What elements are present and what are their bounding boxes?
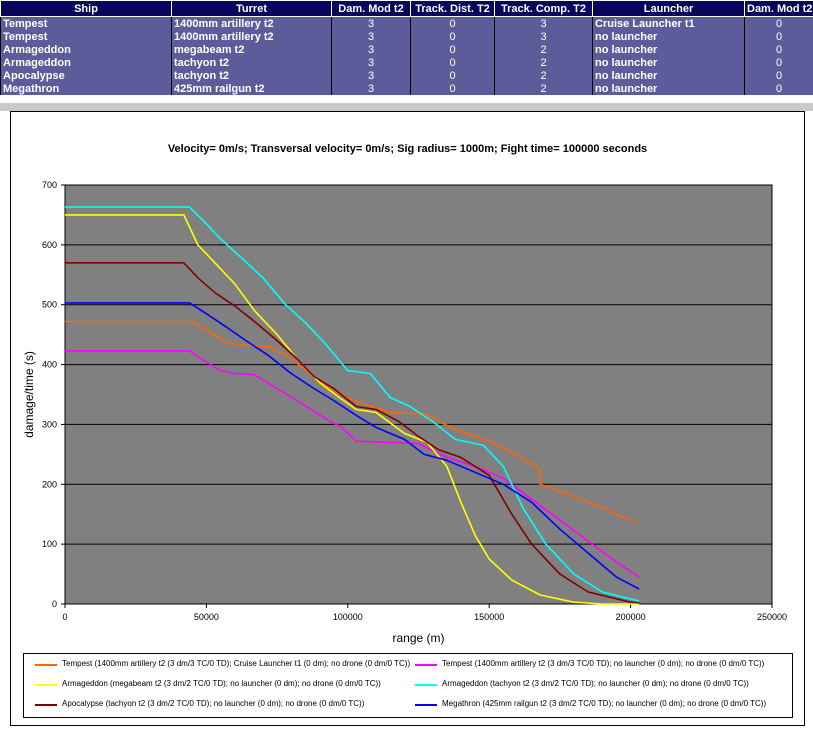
legend-swatch (415, 684, 437, 686)
ship-config-table: Ship Turret Dam. Mod t2 Track. Dist. T2 … (0, 0, 813, 95)
cell-ship: Megathron (0, 82, 172, 95)
series-line-5 (65, 302, 640, 590)
line-chart-plot: 0 100 200 300 400 500 600 700 0 50000 100000 150000… (22, 180, 787, 645)
cell-launcher-dam-mod: 0 (744, 69, 813, 82)
cell-track-dist: 0 (410, 43, 495, 56)
y-tick-label: 300 (42, 419, 57, 429)
cell-ship: Tempest (0, 16, 172, 30)
cell-ship: Armageddon (0, 43, 172, 56)
cell-track-comp: 2 (494, 69, 593, 82)
x-tick-label: 50000 (194, 612, 219, 622)
table-row: Apocalypse tachyon t2 3 0 2 no launcher 0 (0, 69, 813, 82)
cell-launcher-dam-mod: 0 (744, 30, 813, 43)
legend-label: Tempest (1400mm artillery t2 (3 dm/3 TC/… (442, 659, 765, 668)
cell-dam-mod: 3 (331, 82, 411, 95)
y-tick-label: 0 (52, 599, 57, 609)
cell-dam-mod: 3 (331, 43, 411, 56)
cell-dam-mod: 3 (331, 30, 411, 43)
cell-ship: Tempest (0, 30, 172, 43)
chart-title: Velocity= 0m/s; Transversal velocity= 0m… (167, 143, 648, 155)
cell-turret: tachyon t2 (171, 69, 332, 82)
series-line-2 (65, 214, 640, 605)
cell-track-comp: 2 (494, 43, 593, 56)
col-header-launcher: Launcher (592, 0, 745, 17)
y-tick-label: 600 (42, 240, 57, 250)
cell-launcher-dam-mod: 0 (744, 82, 813, 95)
table-row: Armageddon tachyon t2 3 0 2 no launcher 0 (0, 56, 813, 69)
cell-turret: 1400mm artillery t2 (171, 30, 332, 43)
col-header-track-comp: Track. Comp. T2 (494, 0, 593, 17)
cell-launcher: no launcher (592, 82, 745, 95)
y-tick-label: 700 (42, 180, 57, 190)
table-header-row: Ship Turret Dam. Mod t2 Track. Dist. T2 … (0, 0, 813, 17)
x-axis-label: range (m) (392, 631, 444, 645)
legend-swatch (35, 664, 57, 666)
cell-launcher: no launcher (592, 56, 745, 69)
cell-track-dist: 0 (410, 30, 495, 43)
cell-launcher: no launcher (592, 69, 745, 82)
col-header-turret: Turret (171, 0, 332, 17)
cell-launcher-dam-mod: 0 (744, 43, 813, 56)
table-row: Tempest 1400mm artillery t2 3 0 3 Cruise Laun… (0, 16, 813, 30)
table-chart-divider (0, 103, 813, 111)
legend-label: Armageddon (megabeam t2 (3 dm/2 TC/0 TD)… (62, 679, 381, 688)
y-tick-label: 100 (42, 539, 57, 549)
cell-launcher: no launcher (592, 30, 745, 43)
cell-turret: 425mm railgun t2 (171, 82, 332, 95)
cell-launcher: no launcher (592, 43, 745, 56)
cell-track-dist: 0 (410, 16, 495, 30)
col-header-ship: Ship (0, 0, 172, 17)
cell-launcher-dam-mod: 0 (744, 16, 813, 30)
col-header-launcher-dam-mod: Dam. Mod t2 (744, 0, 813, 17)
col-header-track-dist: Track. Dist. T2 (410, 0, 495, 17)
x-tick-label: 250000 (757, 612, 787, 622)
x-tick-label: 200000 (616, 612, 646, 622)
table-row: Tempest 1400mm artillery t2 3 0 3 no launcher… (0, 30, 813, 43)
cell-ship: Apocalypse (0, 69, 172, 82)
cell-track-dist: 0 (410, 82, 495, 95)
cell-turret: 1400mm artillery t2 (171, 16, 332, 30)
legend-swatch (35, 684, 57, 686)
legend-label: Tempest (1400mm artillery t2 (3 dm/3 TC/… (62, 659, 411, 668)
series-line-0 (65, 320, 637, 524)
series-line-1 (65, 350, 640, 578)
legend-swatch (415, 704, 437, 706)
cell-launcher-dam-mod: 0 (744, 56, 813, 69)
cell-turret: megabeam t2 (171, 43, 332, 56)
plot-background (64, 184, 773, 605)
y-tick-label: 200 (42, 479, 57, 489)
legend-swatch (35, 704, 57, 706)
chart-legend: Tempest (1400mm artillery t2 (3 dm/3 TC/… (23, 653, 793, 718)
cell-launcher: Cruise Launcher t1 (592, 16, 745, 30)
series-line-3 (65, 206, 640, 602)
cell-track-comp: 2 (494, 82, 593, 95)
col-header-dam-mod: Dam. Mod t2 (331, 0, 411, 17)
legend-label: Armageddon (tachyon t2 (3 dm/2 TC/0 TD);… (442, 679, 749, 688)
y-tick-label: 400 (42, 360, 57, 370)
table-row: Megathron 425mm railgun t2 3 0 2 no launcher 0 (0, 82, 813, 95)
y-axis-label: damage/time (s) (22, 351, 36, 438)
cell-dam-mod: 3 (331, 69, 411, 82)
x-tick-label: 150000 (474, 612, 504, 622)
x-tick-label: 0 (62, 612, 67, 622)
cell-track-comp: 2 (494, 56, 593, 69)
cell-track-dist: 0 (410, 69, 495, 82)
series-line-4 (65, 262, 640, 604)
cell-dam-mod: 3 (331, 56, 411, 69)
legend-swatch (415, 664, 437, 666)
legend-label: Apocalypse (tachyon t2 (3 dm/2 TC/0 TD);… (62, 699, 365, 708)
table-row: Armageddon megabeam t2 3 0 2 no launcher 0 (0, 43, 813, 56)
x-tick-label: 100000 (333, 612, 363, 622)
cell-track-comp: 3 (494, 16, 593, 30)
cell-track-dist: 0 (410, 56, 495, 69)
cell-dam-mod: 3 (331, 16, 411, 30)
cell-ship: Armageddon (0, 56, 172, 69)
cell-track-comp: 3 (494, 30, 593, 43)
y-tick-label: 500 (42, 300, 57, 310)
cell-turret: tachyon t2 (171, 56, 332, 69)
chart-area: Velocity= 0m/s; Transversal velocity= 0m… (10, 111, 805, 726)
legend-label: Megathron (425mm railgun t2 (3 dm/2 TC/0… (442, 699, 767, 708)
